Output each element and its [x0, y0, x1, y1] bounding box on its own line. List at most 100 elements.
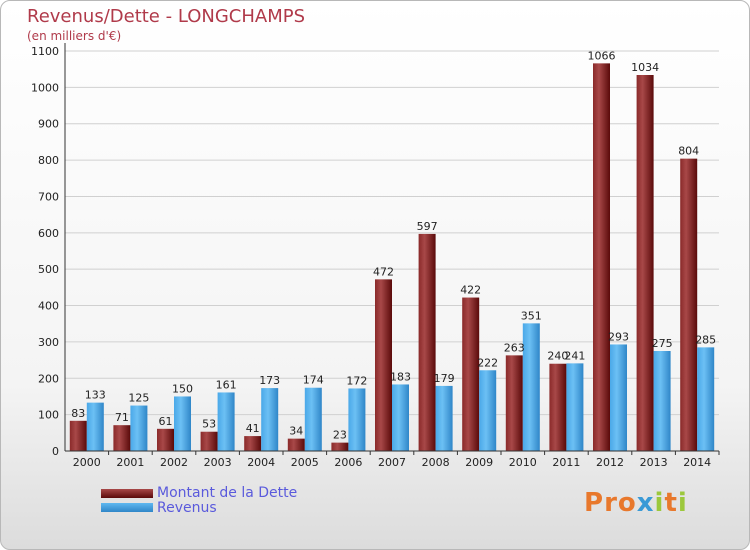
x-axis-ticks: 2000 2001 2002 2003 2004 2005 2006 2007 2008 2009…: [73, 451, 720, 469]
data-label: 1066: [588, 49, 616, 62]
y-tick-label: 600: [38, 227, 59, 240]
data-label: 240: [547, 350, 568, 363]
bar-debt: [462, 297, 480, 451]
proxiti-logo: Proxiti: [584, 488, 688, 518]
bar-debt: [157, 428, 174, 451]
x-tick-label: 2005: [291, 456, 319, 469]
x-tick-label: 2003: [204, 456, 232, 469]
data-label: 1034: [631, 61, 659, 74]
bar-debt: [287, 438, 305, 451]
y-tick-label: 100: [38, 409, 59, 422]
bar-revenue: [653, 351, 671, 451]
bar-revenue: [479, 370, 497, 451]
y-tick-label: 200: [38, 372, 59, 385]
data-label: 23: [333, 429, 347, 442]
x-tick-label: 2002: [160, 456, 188, 469]
bar-debt: [505, 355, 523, 451]
y-tick-label: 700: [38, 190, 59, 203]
data-label: 133: [85, 389, 106, 402]
data-label: 150: [172, 382, 193, 395]
x-tick-label: 2007: [378, 456, 406, 469]
chart-subtitle: (en milliers d'€): [27, 29, 122, 43]
data-label: 173: [259, 374, 280, 387]
legend-label-debt: Montant de la Dette: [157, 485, 298, 501]
legend-swatch-debt: [101, 489, 153, 498]
bar-debt: [549, 363, 567, 451]
data-label: 183: [390, 370, 411, 383]
y-tick-label: 1100: [31, 45, 59, 58]
bar-revenue: [566, 363, 584, 451]
bar-debt: [113, 425, 131, 451]
y-tick-label: 800: [38, 154, 59, 167]
x-tick-label: 2008: [422, 456, 450, 469]
data-label: 61: [159, 415, 173, 428]
bar-revenue: [304, 387, 322, 451]
y-tick-label: 400: [38, 300, 59, 313]
data-label: 293: [608, 330, 629, 343]
x-tick-label: 2004: [247, 456, 275, 469]
data-label: 275: [652, 337, 673, 350]
data-label: 172: [346, 374, 367, 387]
data-label: 41: [246, 422, 260, 435]
y-tick-label: 300: [38, 336, 59, 349]
chart-title: Revenus/Dette - LONGCHAMPS: [27, 6, 306, 27]
x-tick-label: 2014: [683, 456, 711, 469]
bar-revenue: [435, 385, 453, 451]
data-label: 241: [564, 349, 585, 362]
data-label: 804: [678, 145, 699, 158]
data-label: 263: [504, 341, 525, 354]
bar-revenue: [392, 384, 409, 451]
data-label: 53: [202, 418, 216, 431]
data-label: 174: [303, 374, 324, 387]
data-label: 422: [460, 284, 481, 297]
data-label: 222: [477, 356, 498, 369]
data-label: 285: [695, 333, 716, 346]
bar-debt: [200, 431, 218, 451]
bar-revenue: [174, 396, 191, 451]
y-tick-label: 500: [38, 263, 59, 276]
y-tick-label: 1000: [31, 81, 59, 94]
x-tick-label: 2012: [596, 456, 624, 469]
bar-debt: [244, 436, 262, 451]
x-tick-label: 2000: [73, 456, 101, 469]
x-tick-label: 2009: [465, 456, 493, 469]
bar-debt: [680, 158, 698, 452]
y-tick-label: 0: [52, 445, 59, 458]
x-tick-label: 2006: [334, 456, 362, 469]
x-tick-label: 2001: [116, 456, 144, 469]
bar-revenue: [86, 402, 104, 451]
bar-revenue: [522, 323, 540, 451]
bar-debt: [593, 63, 610, 451]
bar-revenue: [130, 405, 148, 451]
data-label: 161: [216, 378, 237, 391]
data-label: 597: [417, 220, 438, 233]
legend-swatch-revenue: [101, 503, 153, 512]
bar-debt: [69, 420, 87, 451]
x-tick-label: 2011: [552, 456, 580, 469]
bar-revenue: [348, 388, 366, 451]
x-tick-label: 2013: [640, 456, 668, 469]
bar-debt: [375, 279, 392, 451]
data-label: 125: [128, 392, 149, 405]
bar-revenue: [697, 347, 715, 451]
data-label: 34: [289, 425, 303, 438]
bar-debt: [418, 233, 436, 451]
data-label: 179: [434, 372, 455, 385]
bar-debt: [636, 75, 654, 451]
data-label: 472: [373, 265, 394, 278]
data-label: 71: [115, 411, 129, 424]
bar-debt: [331, 442, 349, 451]
bar-revenue: [217, 392, 235, 451]
y-axis-ticks: 0 100 200 300 400 500 600 700 800 900 1000 1100: [31, 45, 59, 458]
legend-label-revenue: Revenus: [157, 500, 217, 516]
y-tick-label: 900: [38, 118, 59, 131]
bar-revenue: [261, 388, 279, 451]
bar-revenue: [610, 344, 627, 451]
axes: [64, 43, 719, 452]
data-label: 83: [71, 407, 85, 420]
x-tick-label: 2010: [509, 456, 537, 469]
data-label: 351: [521, 309, 542, 322]
